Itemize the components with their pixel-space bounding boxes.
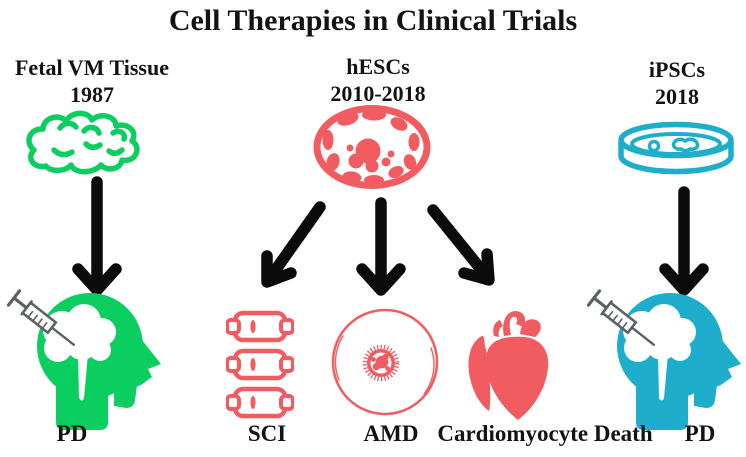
jaw-shape [694, 378, 718, 408]
vertebra [226, 348, 294, 381]
eye-icon [331, 308, 439, 416]
label-pd-left: PD [56, 421, 88, 446]
column-fetal-header: Fetal VM Tissue [14, 55, 169, 80]
neck-shape [636, 380, 688, 430]
vertebra [226, 310, 294, 343]
iris-shape [362, 344, 400, 382]
neck-shape [56, 380, 108, 430]
spine-icon [226, 310, 294, 419]
brain-matter-shape [623, 304, 696, 401]
arrow-hescs-to-amd [356, 197, 406, 296]
head-injection-icon-cyan [586, 289, 741, 430]
head-injection-icon-green [6, 289, 161, 430]
column-ipscs-years: 2018 [655, 84, 699, 109]
vena-cava-shape [468, 335, 491, 411]
label-pd-right: PD [684, 421, 716, 446]
syringe-icon [586, 289, 656, 346]
syringe-icon [6, 289, 76, 346]
brain-matter-shape [43, 304, 116, 401]
label-cardiomyocyte: Cardiomyocyte Death [437, 421, 653, 446]
column-hescs-years: 2010-2018 [330, 81, 426, 106]
face-nose-shape [710, 330, 741, 389]
aorta-shape [503, 311, 526, 336]
blastocyst-icon [313, 105, 431, 189]
label-amd: AMD [363, 421, 419, 446]
column-fetal-years: 1987 [70, 82, 114, 107]
column-ipscs-header: iPSCs [648, 57, 706, 82]
arrow-hescs-to-cardiomyocyte [427, 204, 495, 286]
heart-body-shape [485, 336, 549, 420]
vertebra [226, 386, 294, 419]
petri-dish-icon [618, 121, 734, 175]
brain-icon [26, 110, 140, 175]
heart-icon [468, 311, 549, 420]
jaw-shape [114, 378, 138, 408]
column-hescs-header: hESCs [346, 54, 410, 79]
arrow-ipscs-to-pd [659, 186, 709, 296]
face-nose-shape [130, 330, 161, 389]
label-sci: SCI [247, 421, 287, 446]
arrow-fetal-to-pd [72, 176, 122, 296]
figure-title: Cell Therapies in Clinical Trials [168, 4, 578, 37]
pulmonary-shape [520, 319, 541, 337]
arrow-hescs-to-sci [261, 201, 326, 288]
